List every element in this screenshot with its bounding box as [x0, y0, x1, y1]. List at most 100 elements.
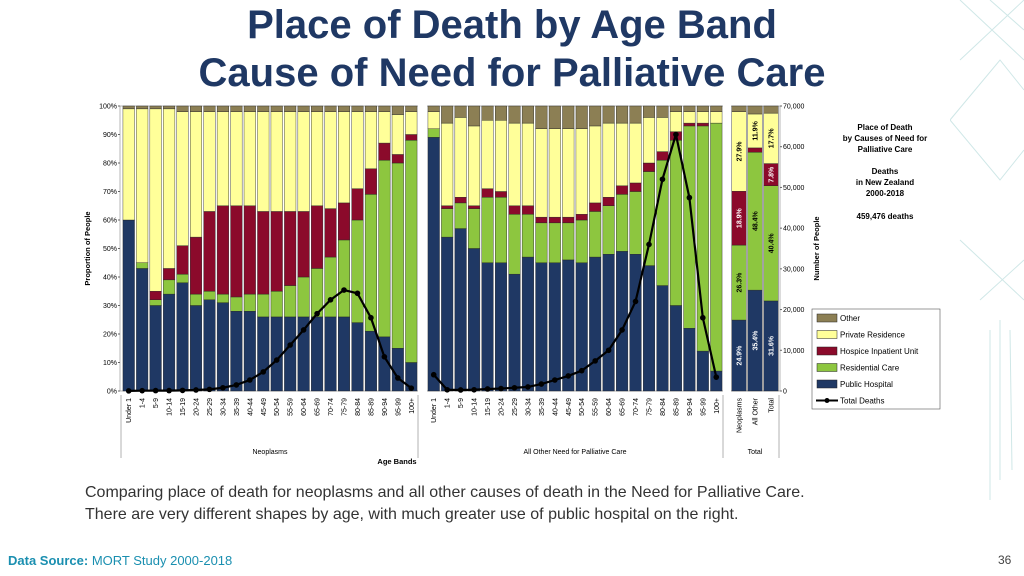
bar-segment — [656, 285, 669, 392]
bar-segment — [669, 105, 682, 112]
line-marker — [327, 297, 334, 303]
bar-segment — [427, 105, 440, 112]
x-tick-label: 80-84 — [355, 398, 362, 416]
annotation: by Causes of Need for — [843, 134, 927, 143]
bar-segment — [481, 105, 494, 121]
bar-segment — [270, 211, 283, 292]
bar-segment — [427, 111, 440, 129]
bar-segment — [656, 151, 669, 161]
y-tick-label: 0% — [107, 389, 117, 396]
bar-segment — [575, 128, 588, 215]
x-tick-label: 40-44 — [247, 398, 254, 416]
x-tick-label: 45-49 — [261, 398, 268, 416]
panel-gap — [723, 104, 731, 393]
bar-segment — [508, 105, 521, 124]
bar-segment — [696, 350, 709, 392]
bar-segment — [495, 105, 507, 121]
x-tick-label: 100+ — [409, 398, 416, 414]
bar-segment — [616, 185, 629, 195]
x-tick-label: 35-39 — [539, 398, 546, 416]
bar-segment — [149, 105, 162, 110]
x-tick-label: 60-64 — [301, 398, 308, 416]
bar-segment — [454, 202, 467, 229]
line-marker — [314, 310, 320, 317]
line-marker — [659, 176, 666, 183]
pattern — [949, 0, 1024, 500]
line-marker — [354, 290, 361, 297]
x-tick-label: 100+ — [714, 398, 721, 414]
group-label: All Other Need for Palliative Care — [523, 449, 626, 456]
bar-segment — [521, 122, 534, 206]
line-marker — [139, 387, 145, 394]
x-tick-label: 5-9 — [458, 398, 465, 408]
line-marker — [646, 241, 652, 248]
y-tick-label: 80% — [103, 161, 117, 168]
bar-segment — [508, 273, 521, 392]
bar-segment — [589, 125, 602, 204]
annotation: in New Zealand — [856, 178, 914, 187]
y-tick-label: 100% — [99, 104, 117, 111]
bar-segment — [535, 222, 548, 263]
bar-segment — [562, 105, 575, 129]
value-label: 18.9% — [737, 207, 744, 228]
bar-segment — [203, 299, 216, 392]
x-tick-label: 1-4 — [445, 398, 452, 408]
line-marker — [511, 384, 518, 391]
y2-tick-label: 0 — [783, 389, 787, 396]
bar-segment — [136, 108, 149, 263]
bar-segment — [257, 105, 270, 112]
bar-segment — [297, 276, 310, 318]
bar-segment — [364, 168, 377, 195]
bar-segment — [548, 222, 561, 263]
y2-tick-label: 70,000 — [783, 104, 805, 111]
bar-segment — [454, 196, 467, 204]
bar-segment — [683, 328, 696, 392]
bar-segment — [629, 122, 642, 184]
bar-segment — [257, 293, 270, 318]
line-marker — [408, 385, 415, 391]
bar-segment — [629, 105, 642, 124]
bar-segment — [270, 111, 283, 212]
bar-segment — [391, 162, 404, 349]
bar-segment — [454, 105, 467, 118]
x-tick-label: 20-24 — [499, 398, 506, 416]
bar-segment — [351, 111, 364, 189]
bar-segment — [669, 111, 682, 132]
bar-segment — [297, 111, 310, 212]
legend-swatch — [816, 346, 838, 356]
legend-swatch — [816, 313, 838, 323]
bar-segment — [562, 128, 575, 218]
bar-segment — [710, 111, 723, 124]
bar-segment — [190, 305, 202, 392]
bar-segment — [149, 299, 162, 306]
bar-segment — [284, 211, 297, 286]
x-tick-label: 70-74 — [633, 398, 640, 416]
line-marker — [592, 358, 598, 364]
bar-segment — [190, 105, 202, 112]
panel-gap — [418, 104, 427, 393]
bar-segment — [696, 105, 709, 112]
line-marker — [713, 374, 720, 380]
group-label: Total — [748, 449, 763, 456]
bar-segment — [364, 111, 377, 169]
x-tick-label: Under 1 — [126, 398, 133, 423]
annotation: 2000-2018 — [866, 189, 905, 198]
bar-segment — [643, 117, 655, 164]
bar-segment — [468, 205, 481, 209]
line-marker — [125, 388, 132, 394]
bar-segment — [163, 293, 176, 392]
bar-segment — [495, 191, 507, 198]
line-marker — [605, 347, 612, 354]
line-marker — [179, 387, 186, 394]
x-tick-label: 30-34 — [525, 398, 532, 416]
bar-segment — [441, 105, 454, 124]
bar-segment — [338, 239, 350, 318]
bar-segment — [324, 316, 337, 392]
bar-segment — [176, 282, 189, 392]
bar-segment — [589, 202, 602, 212]
bar-segment — [257, 211, 270, 295]
line-marker — [700, 314, 706, 321]
legend-label: Public Hospital — [840, 380, 893, 389]
bar-segment — [230, 311, 243, 392]
